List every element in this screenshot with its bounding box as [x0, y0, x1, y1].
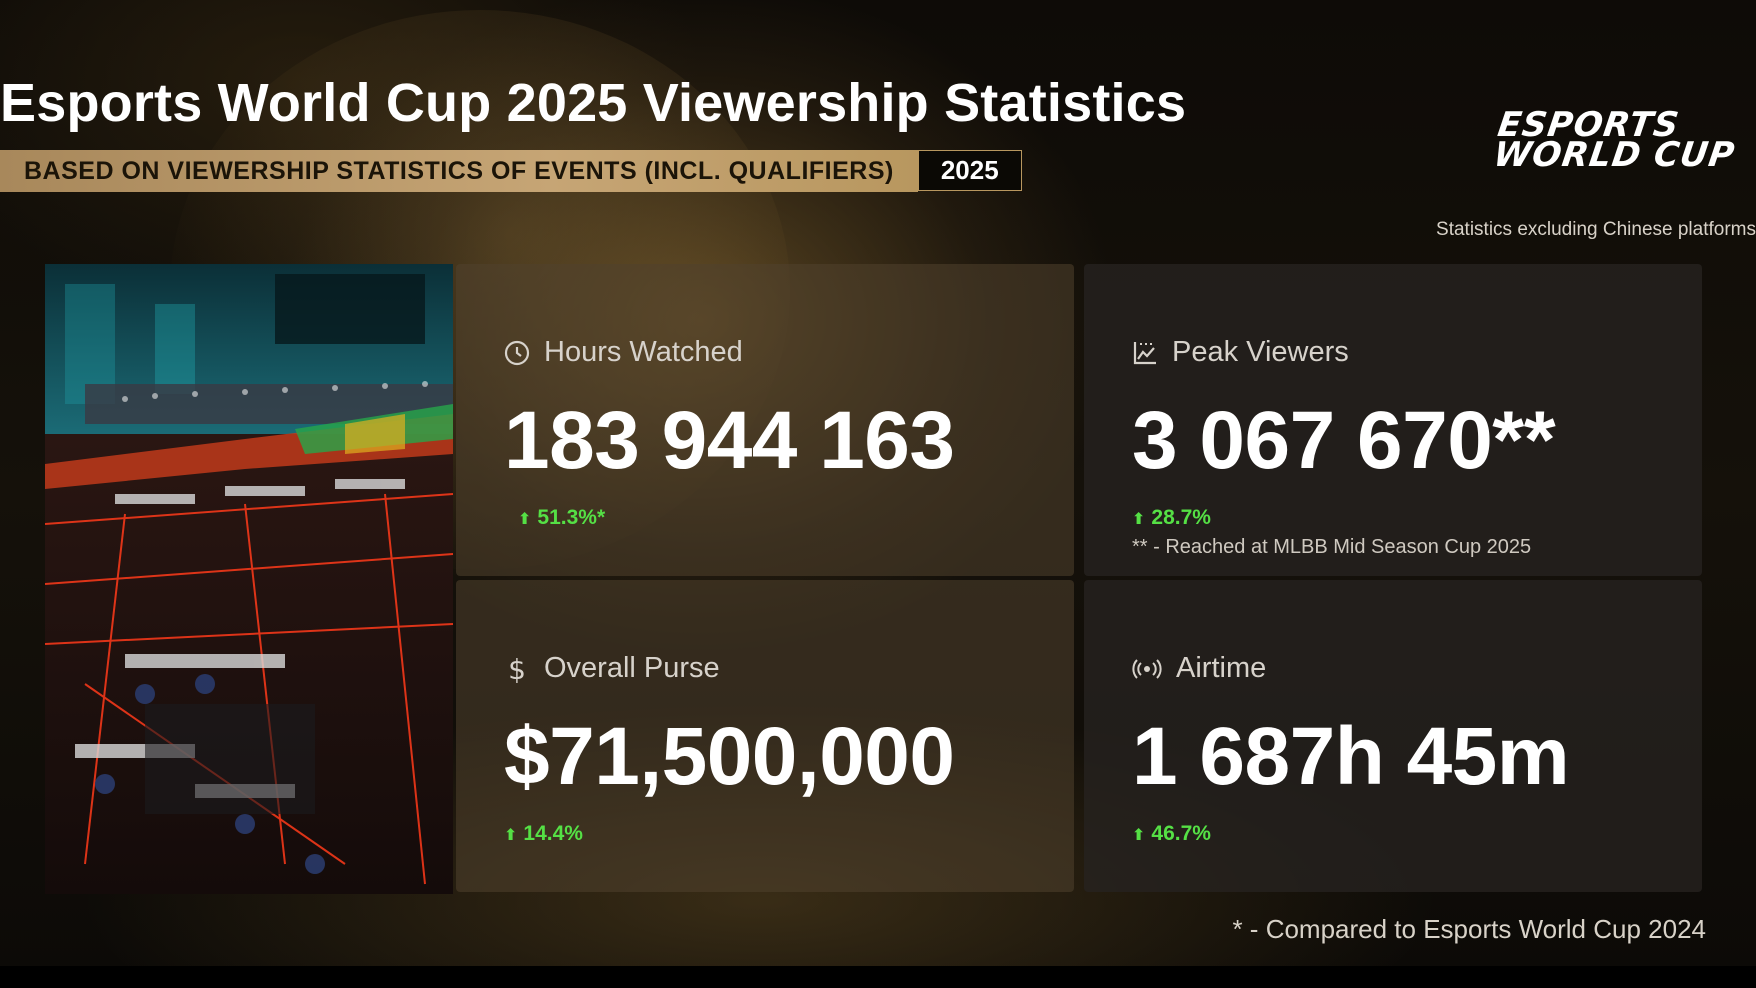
- airtime-label: Airtime: [1176, 652, 1267, 684]
- note-bottom: * - Compared to Esports World Cup 2024: [1232, 914, 1706, 944]
- hours-watched-change: ⬆ 51.3%*: [518, 506, 605, 530]
- overall-purse-change: ⬆ 14.4%: [504, 822, 583, 846]
- card-overall-purse: $ Overall Purse $71,500,000 ⬆ 14.4%: [456, 580, 1074, 892]
- airtime-change-text: 46.7%: [1151, 822, 1211, 845]
- hours-watched-label: Hours Watched: [544, 336, 743, 368]
- arena-photo: [45, 264, 453, 894]
- overall-purse-value: $71,500,000: [504, 711, 955, 802]
- card-peak-viewers: Peak Viewers 3 067 670** ⬆ 28.7% ** - Rea…: [1084, 264, 1702, 576]
- card-label-row: Hours Watched: [504, 336, 743, 369]
- peak-viewers-value: 3 067 670**: [1132, 395, 1556, 486]
- card-label-row: Airtime: [1132, 652, 1266, 685]
- overall-purse-change-text: 14.4%: [523, 822, 583, 845]
- chart-icon: [1133, 341, 1156, 364]
- clock-icon: [504, 340, 530, 365]
- subtitle-banner: BASED ON VIEWERSHIP STATISTICS OF EVENTS…: [0, 150, 918, 192]
- up-arrow-icon: ⬆: [504, 827, 518, 844]
- subtitle-row: BASED ON VIEWERSHIP STATISTICS OF EVENTS…: [0, 150, 1022, 192]
- airtime-value: 1 687h 45m: [1132, 711, 1570, 802]
- dollar-icon: $: [508, 654, 526, 684]
- page-title: Esports World Cup 2025 Viewership Statis…: [0, 73, 1187, 133]
- card-label-row: Peak Viewers: [1132, 336, 1349, 369]
- hours-watched-value: 183 944 163: [504, 395, 955, 486]
- peak-viewers-change: ⬆ 28.7%: [1132, 506, 1211, 530]
- broadcast-icon: [1132, 658, 1162, 679]
- esports-world-cup-logo: ESPORTS WORLD CUP: [1491, 105, 1756, 175]
- arena-photo-graphic: [45, 264, 453, 894]
- airtime-change: ⬆ 46.7%: [1132, 822, 1211, 846]
- card-label-row: $ Overall Purse: [504, 652, 720, 685]
- card-hours-watched: Hours Watched 183 944 163 ⬆ 51.3%*: [456, 264, 1074, 576]
- svg-text:$: $: [508, 654, 526, 684]
- peak-viewers-footnote: ** - Reached at MLBB Mid Season Cup 2025: [1132, 536, 1532, 558]
- card-airtime: Airtime 1 687h 45m ⬆ 46.7%: [1084, 580, 1702, 892]
- peak-viewers-label: Peak Viewers: [1172, 336, 1349, 368]
- up-arrow-icon: ⬆: [1132, 511, 1146, 528]
- year-badge: 2025: [917, 150, 1022, 191]
- overall-purse-label: Overall Purse: [544, 652, 720, 684]
- up-arrow-icon: ⬆: [1132, 827, 1146, 844]
- hours-watched-change-text: 51.3%*: [537, 506, 606, 529]
- note-top: Statistics excluding Chinese platforms: [1436, 219, 1756, 240]
- logo-line-2: WORLD CUP: [1491, 135, 1738, 175]
- up-arrow-icon: ⬆: [518, 511, 532, 528]
- bottom-bar: [0, 966, 1756, 988]
- peak-viewers-change-text: 28.7%: [1151, 506, 1211, 529]
